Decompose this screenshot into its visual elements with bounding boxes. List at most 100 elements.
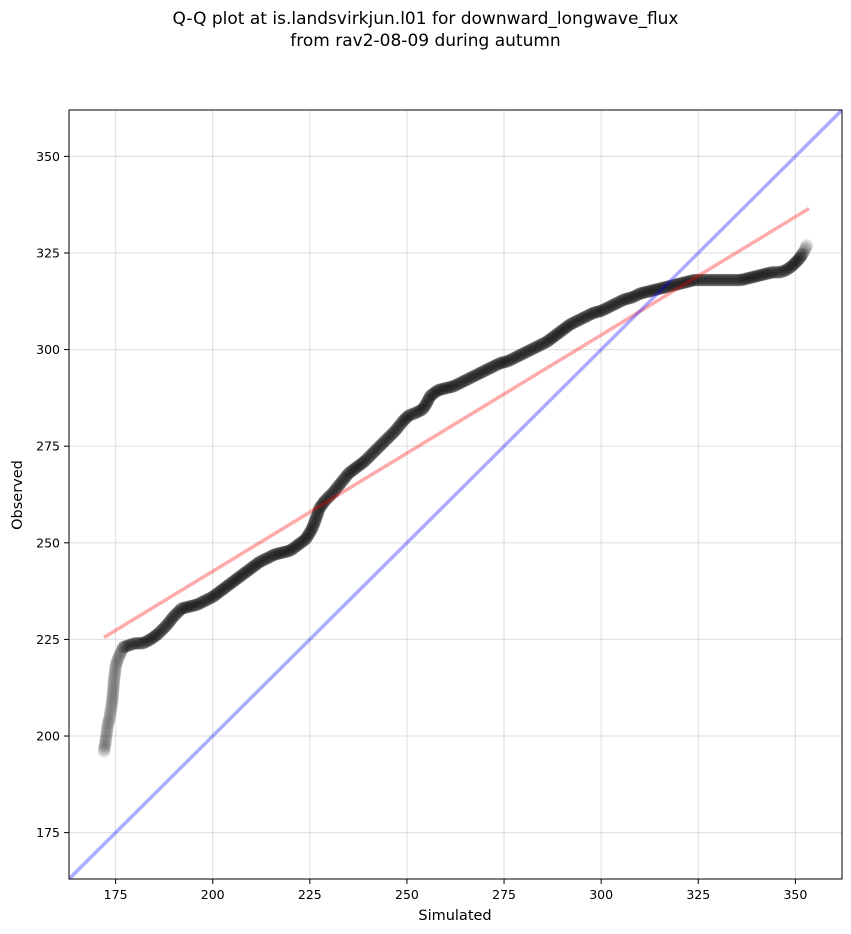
quantile-point xyxy=(776,265,790,278)
quantile-point xyxy=(381,432,394,445)
quantile-point xyxy=(491,358,504,371)
quantile-point xyxy=(502,354,516,367)
quantile-point xyxy=(313,501,326,515)
quantile-point xyxy=(225,576,238,590)
quantile-point xyxy=(521,345,534,358)
quantile-point xyxy=(622,292,635,305)
quantile-point xyxy=(456,375,469,389)
quantile-point xyxy=(761,266,775,280)
quantile-point xyxy=(785,260,798,273)
quantile-point xyxy=(247,559,261,573)
quantile-point xyxy=(506,352,520,365)
quantile-point xyxy=(691,273,704,287)
quantile-point xyxy=(330,481,344,495)
y-tick-label: 325 xyxy=(36,245,60,260)
y-tick-label: 250 xyxy=(36,535,60,550)
quantile-point xyxy=(99,732,113,745)
quantile-point xyxy=(99,735,112,749)
quantile-point xyxy=(618,293,631,306)
quantile-point xyxy=(284,544,297,557)
quantile-point xyxy=(421,394,434,408)
quantile-point xyxy=(585,307,599,320)
quantile-point xyxy=(254,555,267,568)
quantile-point xyxy=(107,678,120,691)
quantile-point xyxy=(541,334,555,348)
quantile-point xyxy=(367,445,381,459)
quantile-point xyxy=(310,510,323,524)
quantile-point xyxy=(768,266,782,279)
quantile-point xyxy=(535,338,548,351)
quantile-point xyxy=(121,639,135,652)
quantile-point xyxy=(477,365,490,378)
quantile-point xyxy=(149,628,163,642)
quantile-point xyxy=(658,281,671,294)
quantile-point xyxy=(115,644,129,657)
quantile-point xyxy=(278,545,292,559)
quantile-point xyxy=(620,292,634,306)
quantile-point xyxy=(217,582,231,595)
quantile-point xyxy=(155,624,168,637)
quantile-point xyxy=(128,636,142,650)
chart-title-line-2: from rav2-08-09 during autumn xyxy=(290,31,561,51)
quantile-point xyxy=(638,285,652,299)
quantile-point xyxy=(645,284,658,297)
quantile-point xyxy=(444,380,458,394)
quantile-point xyxy=(592,305,605,318)
y-tick-label: 225 xyxy=(36,632,60,647)
quantile-point xyxy=(770,266,784,279)
quantile-point xyxy=(578,311,591,324)
quantile-point xyxy=(666,279,679,292)
quantile-point xyxy=(280,545,293,558)
quantile-point xyxy=(688,273,701,287)
quantile-point xyxy=(345,464,359,478)
quantile-point xyxy=(307,518,320,532)
quantile-point xyxy=(333,477,347,491)
quantile-point xyxy=(213,585,226,599)
quantile-point xyxy=(765,266,779,279)
quantile-point xyxy=(470,368,484,382)
quantile-point xyxy=(347,462,361,476)
quantile-point xyxy=(148,629,162,643)
quantile-point xyxy=(192,597,205,611)
quantile-point xyxy=(150,628,164,641)
quantile-point xyxy=(315,498,329,512)
quantile-point xyxy=(420,397,433,410)
quantile-point xyxy=(317,496,331,509)
quantile-point xyxy=(780,263,794,276)
quantile-point xyxy=(741,272,754,285)
quantile-point xyxy=(152,627,165,640)
quantile-point xyxy=(296,535,309,548)
quantile-point xyxy=(705,273,718,287)
quantile-point xyxy=(782,261,796,275)
quantile-point xyxy=(703,273,717,287)
quantile-point xyxy=(391,420,405,434)
quantile-point xyxy=(177,601,191,615)
quantile-point xyxy=(214,584,227,598)
quantile-point xyxy=(594,304,608,318)
quantile-point xyxy=(700,273,714,287)
quantile-point xyxy=(184,599,198,613)
quantile-point xyxy=(336,474,350,487)
quantile-point xyxy=(395,415,409,429)
quantile-point xyxy=(112,650,126,663)
quantile-point xyxy=(343,466,357,479)
quantile-point xyxy=(100,726,114,739)
y-tick-label: 175 xyxy=(36,825,60,840)
quantile-point xyxy=(550,328,564,341)
quantile-point xyxy=(758,267,771,281)
quantile-point xyxy=(352,459,365,473)
quantile-point xyxy=(105,698,119,712)
quantile-point xyxy=(125,637,139,651)
quantile-point xyxy=(560,320,574,334)
quantile-point xyxy=(312,503,326,516)
quantile-point xyxy=(389,423,403,436)
quantile-point xyxy=(302,527,316,541)
quantile-point xyxy=(625,291,639,304)
quantile-point xyxy=(496,356,510,369)
quantile-point xyxy=(112,651,125,664)
quantile-point xyxy=(239,565,253,579)
quantile-point xyxy=(365,447,379,461)
quantile-point xyxy=(272,547,286,560)
quantile-point xyxy=(224,577,237,590)
quantile-point xyxy=(439,381,453,395)
